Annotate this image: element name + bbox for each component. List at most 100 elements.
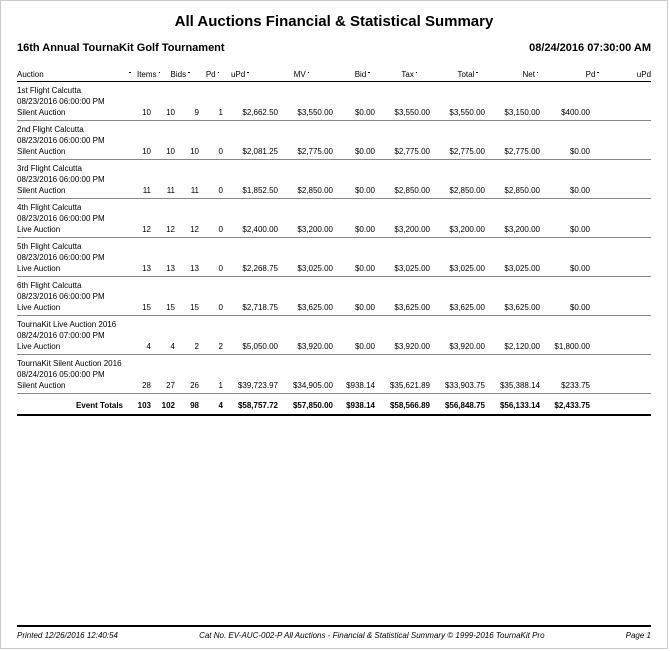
cell-items: 11 bbox=[127, 186, 151, 195]
col-mv: MV bbox=[251, 70, 306, 79]
auction-name: 3rd Flight Calcutta bbox=[17, 164, 651, 173]
auction-name: 5th Flight Calcutta bbox=[17, 242, 651, 251]
header-divider bbox=[218, 72, 220, 73]
auction-type: Live Auction bbox=[17, 225, 127, 234]
column-header-row: Auction Items Bids Pd uPd MV Bid Tax Tot… bbox=[17, 70, 651, 82]
col-bid: Bid bbox=[311, 70, 366, 79]
cell-mv: $5,050.00 bbox=[223, 342, 278, 351]
auction-datetime: 08/23/2016 06:00:00 PM bbox=[17, 175, 651, 184]
cell-pd2: $35,388.14 bbox=[485, 381, 540, 390]
totals-upd2: $2,433.75 bbox=[540, 401, 590, 410]
cell-total: $35,621.89 bbox=[375, 381, 430, 390]
cell-total: $3,550.00 bbox=[375, 108, 430, 117]
cell-pd2: $3,150.00 bbox=[485, 108, 540, 117]
totals-bid: $57,850.00 bbox=[278, 401, 333, 410]
cell-tax: $0.00 bbox=[333, 108, 375, 117]
cell-upd: 1 bbox=[199, 381, 223, 390]
cell-total: $3,025.00 bbox=[375, 264, 430, 273]
col-upd2: uPd bbox=[601, 70, 651, 79]
cell-bid: $3,625.00 bbox=[278, 303, 333, 312]
cell-bid: $2,775.00 bbox=[278, 147, 333, 156]
cell-upd2: $0.00 bbox=[540, 147, 590, 156]
auction-type: Silent Auction bbox=[17, 147, 127, 156]
header-divider bbox=[368, 72, 370, 73]
cell-upd2: $0.00 bbox=[540, 303, 590, 312]
auction-name: 1st Flight Calcutta bbox=[17, 86, 651, 95]
event-name: 16th Annual TournaKit Golf Tournament bbox=[17, 42, 225, 54]
auction-name: TournaKit Silent Auction 2016 bbox=[17, 359, 651, 368]
auction-data-row: Live Auction1313130$2,268.75$3,025.00$0.… bbox=[17, 264, 651, 277]
cell-total: $3,920.00 bbox=[375, 342, 430, 351]
auction-data-row: Live Auction1515150$2,718.75$3,625.00$0.… bbox=[17, 303, 651, 316]
cell-bid: $2,850.00 bbox=[278, 186, 333, 195]
auction-datetime: 08/24/2016 07:00:00 PM bbox=[17, 331, 651, 340]
cell-upd: 0 bbox=[199, 303, 223, 312]
cell-items: 15 bbox=[127, 303, 151, 312]
header-divider bbox=[416, 72, 418, 73]
cell-upd: 0 bbox=[199, 264, 223, 273]
cell-total: $3,200.00 bbox=[375, 225, 430, 234]
auction-datetime: 08/23/2016 06:00:00 PM bbox=[17, 97, 651, 106]
cell-total: $3,625.00 bbox=[375, 303, 430, 312]
auction-data-row: Silent Auction2827261$39,723.97$34,905.0… bbox=[17, 381, 651, 394]
totals-label: Event Totals bbox=[17, 401, 127, 410]
cell-tax: $0.00 bbox=[333, 342, 375, 351]
auction-data-row: Silent Auction1111110$1,852.50$2,850.00$… bbox=[17, 186, 651, 199]
cell-total: $2,850.00 bbox=[375, 186, 430, 195]
totals-total: $58,566.89 bbox=[375, 401, 430, 410]
col-upd: uPd bbox=[221, 70, 245, 79]
report-title: All Auctions Financial & Statistical Sum… bbox=[17, 13, 651, 30]
totals-mv: $58,757.72 bbox=[223, 401, 278, 410]
cell-upd: 0 bbox=[199, 225, 223, 234]
header-divider bbox=[308, 72, 310, 73]
rows-container: 1st Flight Calcutta 08/23/2016 06:00:00 P… bbox=[17, 86, 651, 394]
header-divider bbox=[537, 72, 539, 73]
report-footer: Printed 12/26/2016 12:40:54 Cat No. EV-A… bbox=[17, 625, 651, 640]
auction-data-row: Silent Auction101091$2,662.50$3,550.00$0… bbox=[17, 108, 651, 121]
col-bids: Bids bbox=[162, 70, 186, 79]
auction-datetime: 08/23/2016 06:00:00 PM bbox=[17, 292, 651, 301]
auction-type: Live Auction bbox=[17, 264, 127, 273]
cell-pd2: $3,025.00 bbox=[485, 264, 540, 273]
cell-bids: 4 bbox=[151, 342, 175, 351]
auction-group: TournaKit Live Auction 201608/24/2016 07… bbox=[17, 320, 651, 355]
cell-pd2: $3,200.00 bbox=[485, 225, 540, 234]
cell-tax: $0.00 bbox=[333, 303, 375, 312]
cell-net: $3,550.00 bbox=[430, 108, 485, 117]
auction-group: TournaKit Silent Auction 2016 08/24/2016 … bbox=[17, 359, 651, 394]
header-divider bbox=[159, 72, 161, 73]
auction-name: 4th Flight Calcutta bbox=[17, 203, 651, 212]
cell-mv: $2,662.50 bbox=[223, 108, 278, 117]
auction-type: Silent Auction bbox=[17, 108, 127, 117]
cell-pd: 2 bbox=[175, 342, 199, 351]
cell-pd2: $2,775.00 bbox=[485, 147, 540, 156]
cell-pd: 15 bbox=[175, 303, 199, 312]
cell-pd: 26 bbox=[175, 381, 199, 390]
col-auction: Auction bbox=[17, 70, 127, 79]
cell-pd: 9 bbox=[175, 108, 199, 117]
cell-bids: 11 bbox=[151, 186, 175, 195]
cell-upd2: $0.00 bbox=[540, 225, 590, 234]
auction-group: 2nd Flight Calcutta08/23/2016 06:00:00 P… bbox=[17, 125, 651, 160]
cell-items: 4 bbox=[127, 342, 151, 351]
totals-upd: 4 bbox=[199, 401, 223, 410]
footer-printed: Printed 12/26/2016 12:40:54 bbox=[17, 631, 118, 640]
auction-data-row: Live Auction4422$5,050.00$3,920.00$0.00$… bbox=[17, 342, 651, 355]
header-divider bbox=[188, 72, 190, 73]
auction-group: 6th Flight Calcutta08/23/2016 06:00:00 P… bbox=[17, 281, 651, 316]
totals-row: Event Totals 103 102 98 4 $58,757.72 $57… bbox=[17, 398, 651, 416]
cell-pd: 13 bbox=[175, 264, 199, 273]
report-page: All Auctions Financial & Statistical Sum… bbox=[0, 0, 668, 649]
cell-net: $33,903.75 bbox=[430, 381, 485, 390]
cell-net: $3,920.00 bbox=[430, 342, 485, 351]
cell-total: $2,775.00 bbox=[375, 147, 430, 156]
cell-tax: $0.00 bbox=[333, 186, 375, 195]
cell-tax: $0.00 bbox=[333, 147, 375, 156]
auction-datetime: 08/24/2016 05:00:00 PM bbox=[17, 370, 651, 379]
cell-items: 12 bbox=[127, 225, 151, 234]
auction-data-row: Silent Auction1010100$2,081.25$2,775.00$… bbox=[17, 147, 651, 160]
cell-bid: $3,920.00 bbox=[278, 342, 333, 351]
totals-pd2: $56,133.14 bbox=[485, 401, 540, 410]
cell-pd: 11 bbox=[175, 186, 199, 195]
auction-group: 3rd Flight Calcutta 08/23/2016 06:00:00 P… bbox=[17, 164, 651, 199]
